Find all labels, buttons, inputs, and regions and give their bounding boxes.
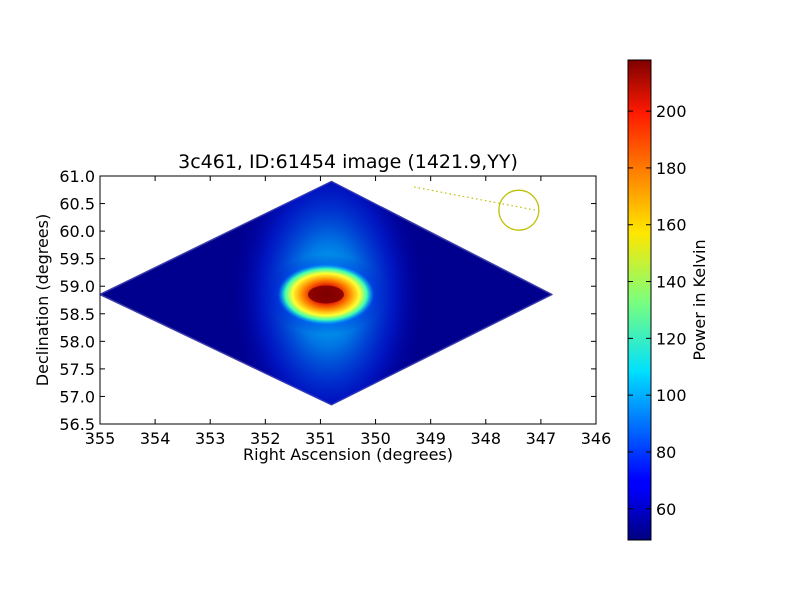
- colorbar-gradient: [627, 59, 652, 541]
- x-tick-label: 347: [526, 429, 557, 448]
- chart-title: 3c461, ID:61454 image (1421.9,YY): [178, 151, 518, 173]
- x-tick-label: 352: [250, 429, 281, 448]
- y-tick-label: 60.5: [59, 195, 95, 214]
- beam-circle: [498, 189, 540, 231]
- y-tick-label: 59.0: [59, 277, 95, 296]
- y-axis: 61.0 60.5 60.0 59.5 59.0 58.5 58.0 57.5 57.0 56.5: [59, 167, 596, 434]
- colorbar: 60 80 100 120 140 160 180 200 Power in Kelvin: [627, 59, 709, 541]
- y-tick-label: 58.0: [59, 332, 95, 351]
- x-tick-label: 353: [195, 429, 226, 448]
- x-axis-label: Right Ascension (degrees): [243, 445, 453, 464]
- y-tick-label: 57.0: [59, 387, 95, 406]
- colorbar-tick-label: 120: [656, 329, 687, 348]
- colorbar-tick-label: 60: [656, 500, 676, 519]
- colorbar-tick-label: 160: [656, 216, 687, 235]
- y-axis-label: Declination (degrees): [33, 214, 52, 386]
- x-tick-label: 349: [415, 429, 446, 448]
- colorbar-tick-label: 80: [656, 443, 676, 462]
- plot-area: [100, 176, 596, 424]
- peak-center: [307, 285, 344, 304]
- overlay: [414, 186, 540, 231]
- y-tick-label: 61.0: [59, 167, 95, 186]
- heatmap-image: [100, 180, 553, 406]
- x-tick-label: 354: [140, 429, 171, 448]
- x-tick-label: 355: [85, 429, 116, 448]
- colorbar-ticks: 60 80 100 120 140 160 180 200: [628, 102, 687, 519]
- colorbar-tick-label: 200: [656, 102, 687, 121]
- x-tick-label: 351: [305, 429, 336, 448]
- colorbar-tick-label: 100: [656, 386, 687, 405]
- x-tick-label: 350: [360, 429, 391, 448]
- plot-frame: [99, 175, 597, 425]
- y-tick-label: 60.0: [59, 222, 95, 241]
- x-axis: 355 354 353 352 351 350 349 348 347 346: [85, 176, 612, 448]
- colorbar-tick-label: 140: [656, 273, 687, 292]
- y-tick-label: 59.5: [59, 250, 95, 269]
- colorbar-label: Power in Kelvin: [690, 239, 709, 360]
- y-tick-label: 56.5: [59, 415, 95, 434]
- x-tick-label: 348: [471, 429, 502, 448]
- x-tick-label: 346: [581, 429, 612, 448]
- y-tick-label: 57.5: [59, 360, 95, 379]
- y-tick-label: 58.5: [59, 305, 95, 324]
- colorbar-tick-label: 180: [656, 159, 687, 178]
